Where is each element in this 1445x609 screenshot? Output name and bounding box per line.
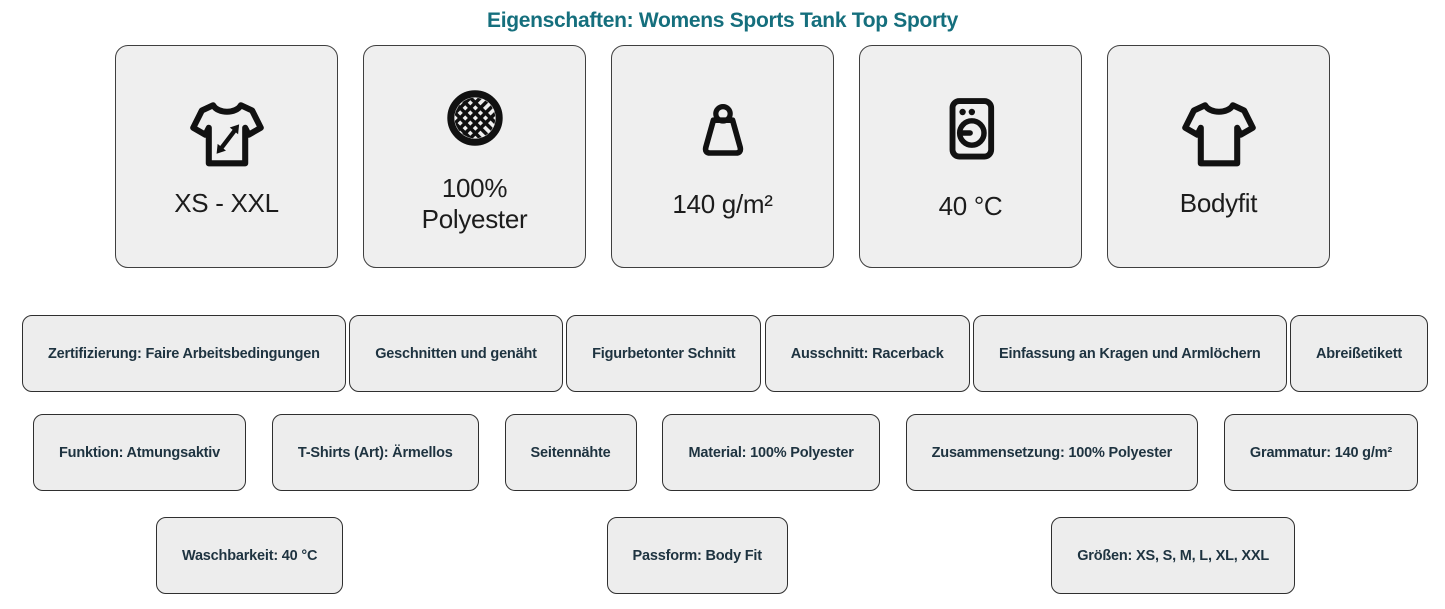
weight-icon (702, 104, 743, 156)
tag-abreissetikett: Abreißetikett (1289, 315, 1428, 392)
feature-card-material: 100% Polyester (363, 45, 586, 268)
tag-funktion: Funktion: Atmungsaktiv (33, 414, 247, 491)
page-title: Eigenschaften: Womens Sports Tank Top Sp… (486, 9, 959, 32)
feature-card-label: 40 °C (938, 191, 1003, 222)
attribute-tag-row-3: Waschbarkeit: 40 °C Passform: Body Fit G… (156, 517, 1295, 594)
tag-waschbarkeit: Waschbarkeit: 40 °C (156, 517, 344, 594)
tag-figurbetonter-schnitt: Figurbetonter Schnitt (566, 315, 762, 392)
feature-card-label: 100% Polyester (421, 172, 528, 234)
tag-ausschnitt: Ausschnitt: Racerback (764, 315, 970, 392)
washing-machine-icon (949, 98, 994, 160)
feature-card-label: Bodyfit (1179, 188, 1258, 219)
tshirt-icon (1181, 102, 1256, 167)
tag-seitennaehte: Seitennähte (504, 414, 637, 491)
tag-tshirt-art: T-Shirts (Art): Ärmellos (271, 414, 479, 491)
tag-groessen: Größen: XS, S, M, L, XL, XXL (1051, 517, 1295, 594)
tag-material: Material: 100% Polyester (662, 414, 880, 491)
tag-passform: Passform: Body Fit (606, 517, 788, 594)
size-range-icon (189, 102, 264, 167)
tag-einfassung: Einfassung an Kragen und Armlöchern (973, 315, 1287, 392)
tag-zusammensetzung: Zusammensetzung: 100% Polyester (905, 414, 1199, 491)
feature-cards-row: XS - XXL 100% Polyester (0, 45, 1445, 268)
feature-card-sizes: XS - XXL (115, 45, 338, 268)
feature-card-label: 140 g/m² (672, 189, 773, 220)
feature-card-washability: 40 °C (859, 45, 1082, 268)
fabric-weave-icon (446, 90, 503, 146)
tag-grammatur: Grammatur: 140 g/m² (1223, 414, 1418, 491)
feature-card-fit: Bodyfit (1107, 45, 1330, 268)
tag-zertifizierung: Zertifizierung: Faire Arbeitsbedingungen (22, 315, 346, 392)
feature-card-label: XS - XXL (174, 188, 279, 219)
attribute-tag-row-1: Zertifizierung: Faire Arbeitsbedingungen… (22, 315, 1428, 392)
feature-card-grammage: 140 g/m² (611, 45, 834, 268)
tag-geschnitten-genaeht: Geschnitten und genäht (349, 315, 563, 392)
attribute-tag-row-2: Funktion: Atmungsaktiv T-Shirts (Art): Ä… (33, 414, 1418, 491)
